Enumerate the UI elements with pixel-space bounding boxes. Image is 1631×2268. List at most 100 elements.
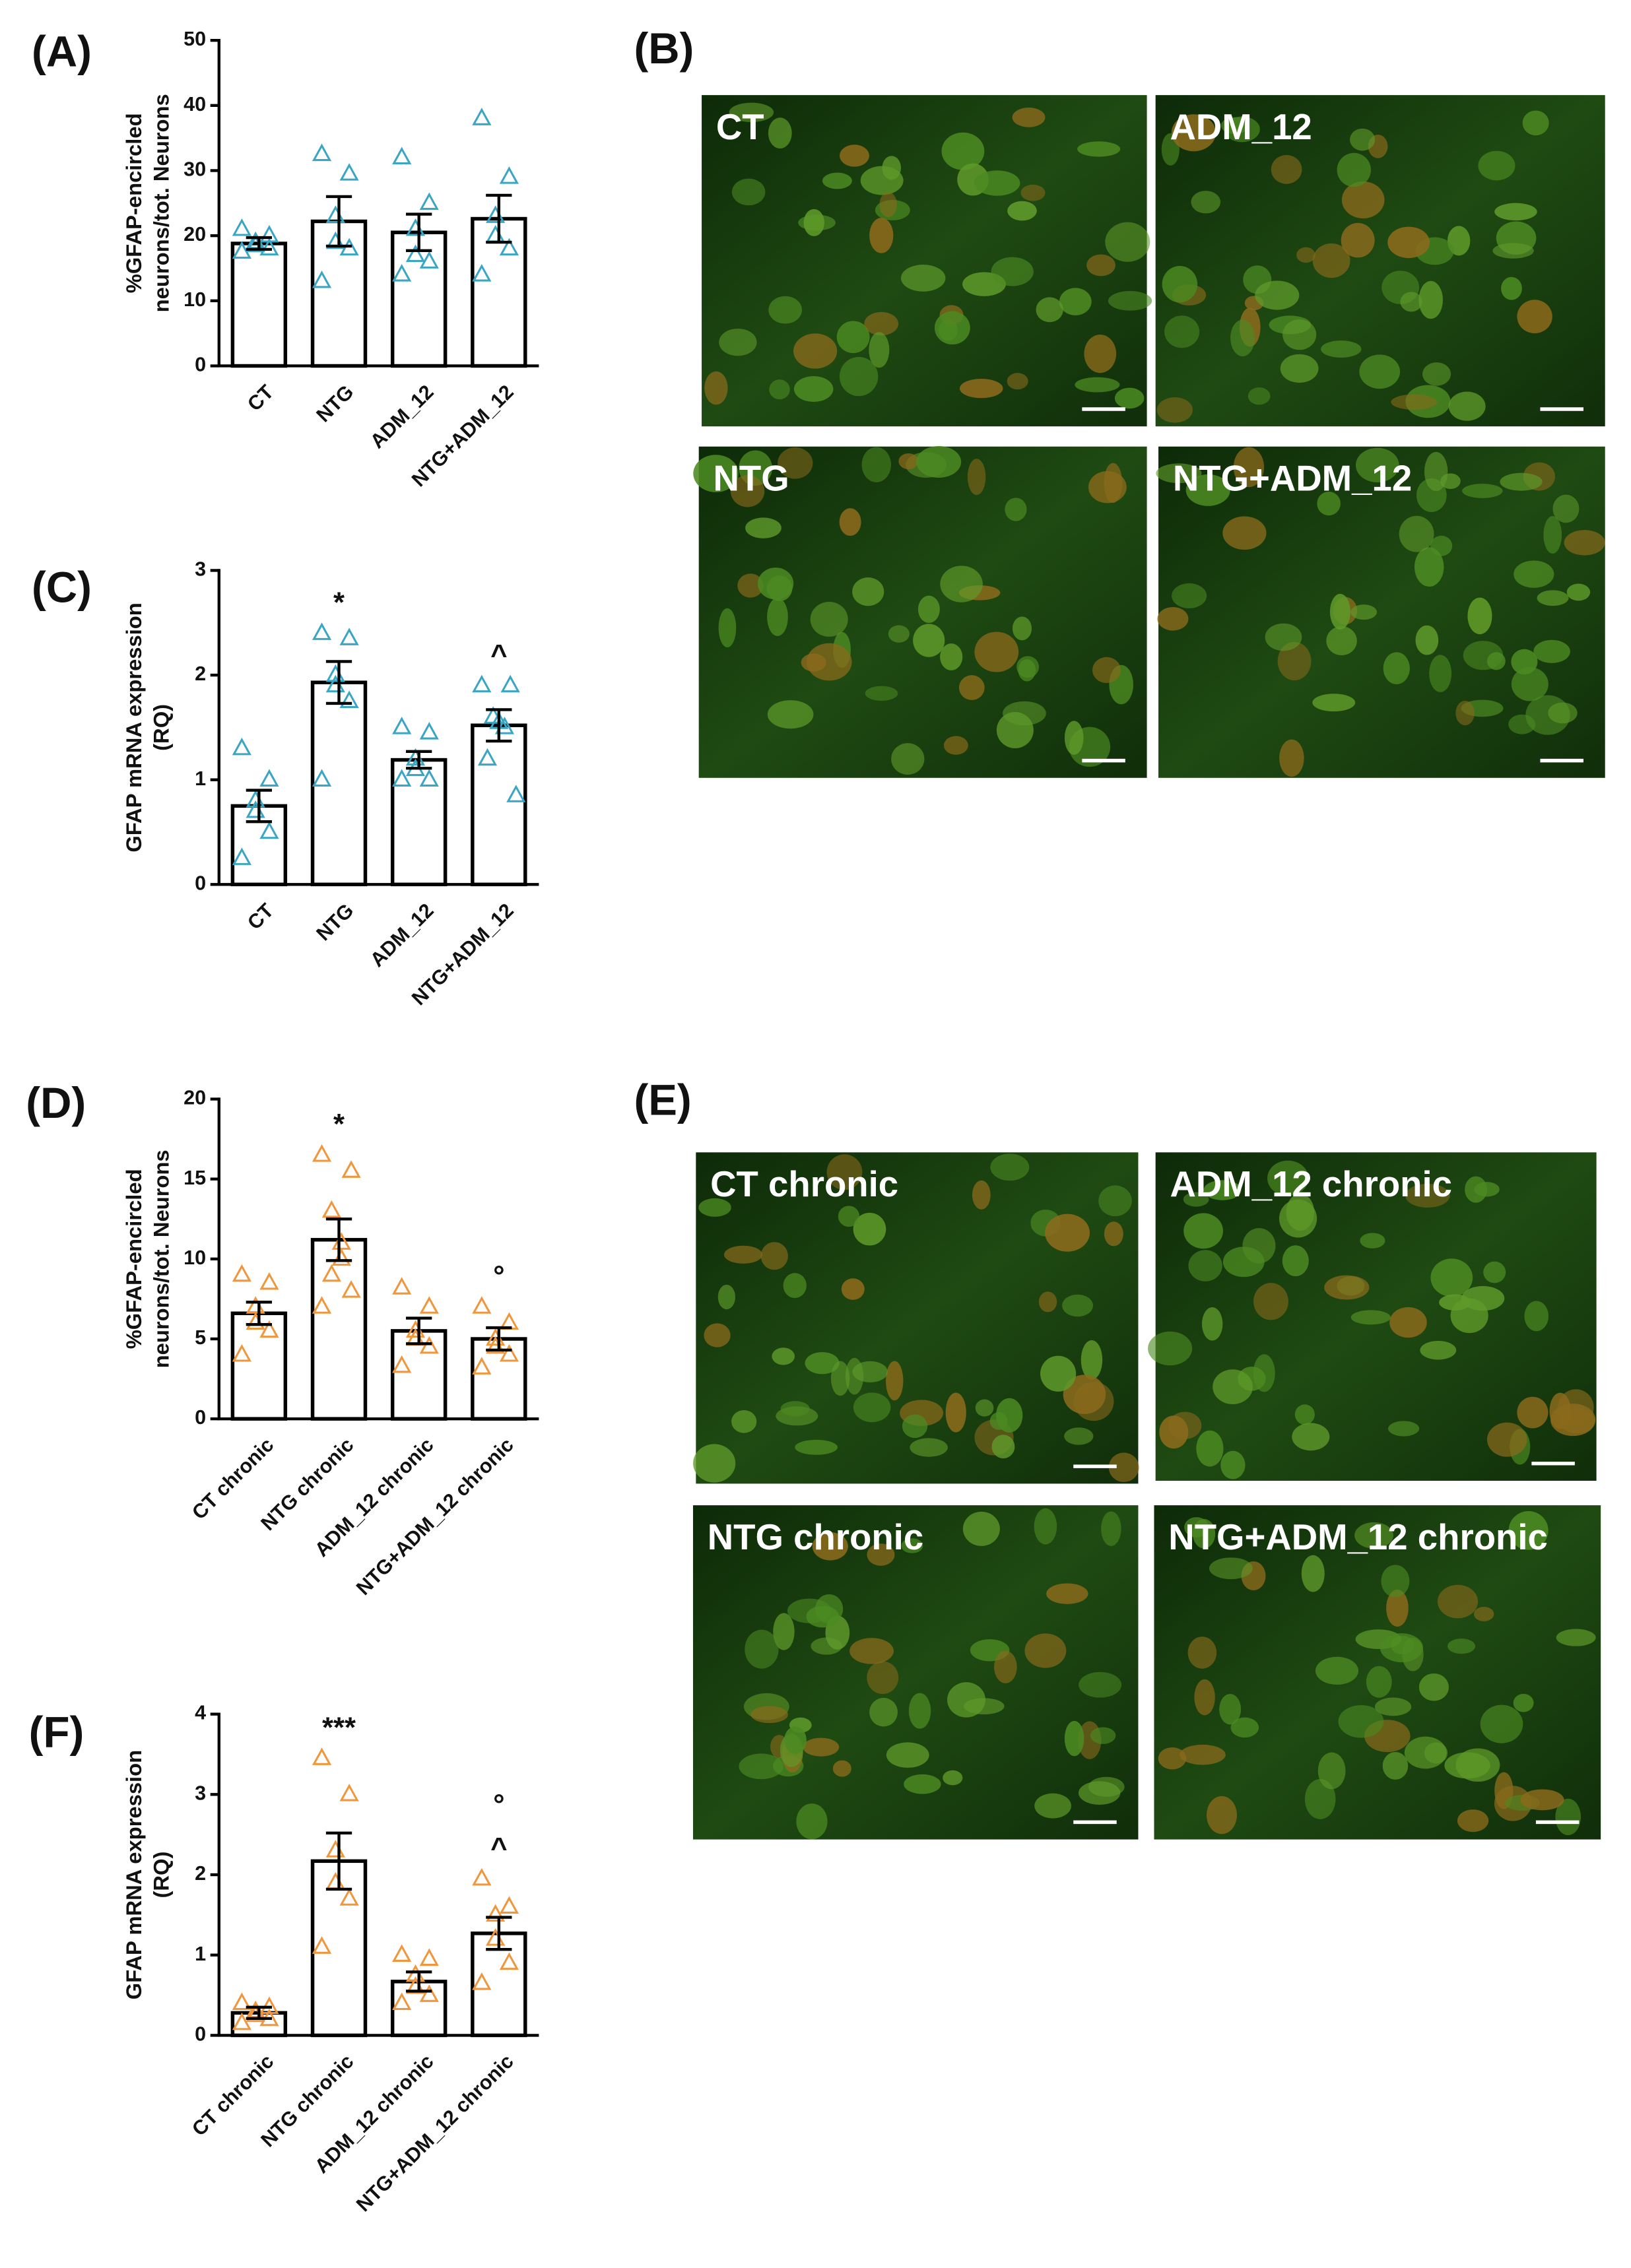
cell	[916, 445, 962, 478]
y-axis-label: GFAP mRNA expression	[121, 602, 146, 852]
cell	[1312, 694, 1356, 712]
cell	[1350, 1310, 1391, 1325]
cell	[1213, 1369, 1253, 1405]
panel-label: (B)	[634, 24, 694, 73]
cell	[737, 573, 764, 598]
y-tick-label: 0	[195, 2023, 206, 2046]
x-tick-label: ADM_12	[366, 381, 438, 453]
cell	[879, 192, 897, 218]
data-point	[339, 1888, 359, 1906]
error-bar	[486, 708, 512, 743]
data-point	[339, 690, 359, 708]
cell	[990, 1153, 1030, 1181]
cell	[1548, 702, 1578, 724]
cell	[1465, 1176, 1488, 1203]
cell	[1222, 1247, 1265, 1278]
cell	[1230, 1717, 1259, 1738]
cell	[1326, 626, 1357, 656]
y-tick-label: 1	[195, 767, 206, 790]
cell	[1324, 1275, 1370, 1300]
cell	[943, 736, 968, 755]
cell	[1279, 739, 1304, 777]
cell	[1480, 1704, 1523, 1743]
cell	[839, 508, 861, 536]
cell	[1388, 1421, 1420, 1437]
cell	[1148, 1331, 1193, 1366]
data-point	[419, 192, 439, 211]
y-tick-label: 3	[195, 558, 206, 581]
data-point	[321, 1264, 341, 1282]
cell	[1461, 1285, 1505, 1311]
cell	[1524, 1301, 1549, 1332]
cell	[1337, 152, 1371, 187]
data-point	[419, 722, 439, 740]
cell	[1064, 721, 1084, 755]
cell	[891, 743, 925, 775]
y-axis-label: GFAP mRNA expression	[121, 1750, 146, 1999]
cell	[867, 1543, 895, 1566]
data-point	[472, 264, 492, 282]
x-tick-label: NTG+ADM_12 chronic	[352, 1434, 518, 1600]
cell	[1387, 226, 1430, 259]
cell	[1222, 516, 1267, 550]
y-axis-label: neurons/tot. Neurons	[149, 94, 173, 312]
cell	[1399, 515, 1434, 552]
cell	[995, 1398, 1023, 1433]
cell	[768, 117, 792, 148]
significance-mark: *	[333, 1108, 345, 1140]
cell	[994, 1650, 1017, 1683]
micrograph-bg	[702, 95, 1147, 427]
data-point	[339, 628, 359, 645]
cell	[1415, 547, 1444, 587]
cell	[1447, 1638, 1476, 1654]
cell	[1350, 128, 1376, 151]
data-point	[232, 1264, 251, 1282]
cell	[826, 1154, 863, 1190]
cell	[745, 517, 782, 538]
error-bar	[486, 193, 512, 244]
data-point	[232, 847, 251, 865]
cell	[852, 577, 884, 606]
cell	[1513, 1693, 1534, 1712]
cell	[959, 379, 1003, 399]
cell	[767, 700, 814, 729]
error-bar	[406, 1316, 432, 1345]
cell	[941, 132, 985, 170]
cell	[1183, 1192, 1209, 1207]
panel-label: (E)	[634, 1076, 691, 1124]
cell	[1317, 492, 1341, 516]
cell	[1064, 1427, 1094, 1445]
cell	[1317, 1752, 1346, 1790]
cell	[840, 145, 869, 167]
cell	[1185, 474, 1230, 506]
data-point	[392, 146, 412, 165]
cell	[1075, 377, 1120, 393]
cell	[1003, 701, 1046, 726]
cell	[1253, 1283, 1288, 1320]
cell	[1321, 340, 1362, 358]
micrograph: ADM_12 chronic	[1148, 1152, 1597, 1481]
cell	[757, 567, 794, 600]
micrograph: CT chronic	[693, 1152, 1139, 1484]
cell	[1180, 1744, 1226, 1765]
cell	[852, 1361, 888, 1383]
data-point	[312, 143, 332, 162]
cell	[1063, 1375, 1106, 1414]
cell	[768, 296, 803, 324]
cell	[1079, 1671, 1122, 1698]
cell	[1207, 1796, 1237, 1834]
cell	[1355, 447, 1399, 482]
data-point	[232, 2012, 251, 2030]
cell	[1418, 280, 1444, 319]
cell	[1081, 1340, 1103, 1380]
cell	[805, 1352, 840, 1375]
data-point	[472, 674, 492, 693]
cell	[787, 1598, 832, 1623]
cell	[1564, 530, 1605, 556]
cell	[1462, 484, 1503, 498]
cell	[1159, 1415, 1189, 1449]
cell	[1386, 1589, 1409, 1627]
y-tick-label: 4	[195, 1702, 206, 1724]
cell	[1341, 181, 1385, 218]
cell	[1007, 201, 1037, 221]
